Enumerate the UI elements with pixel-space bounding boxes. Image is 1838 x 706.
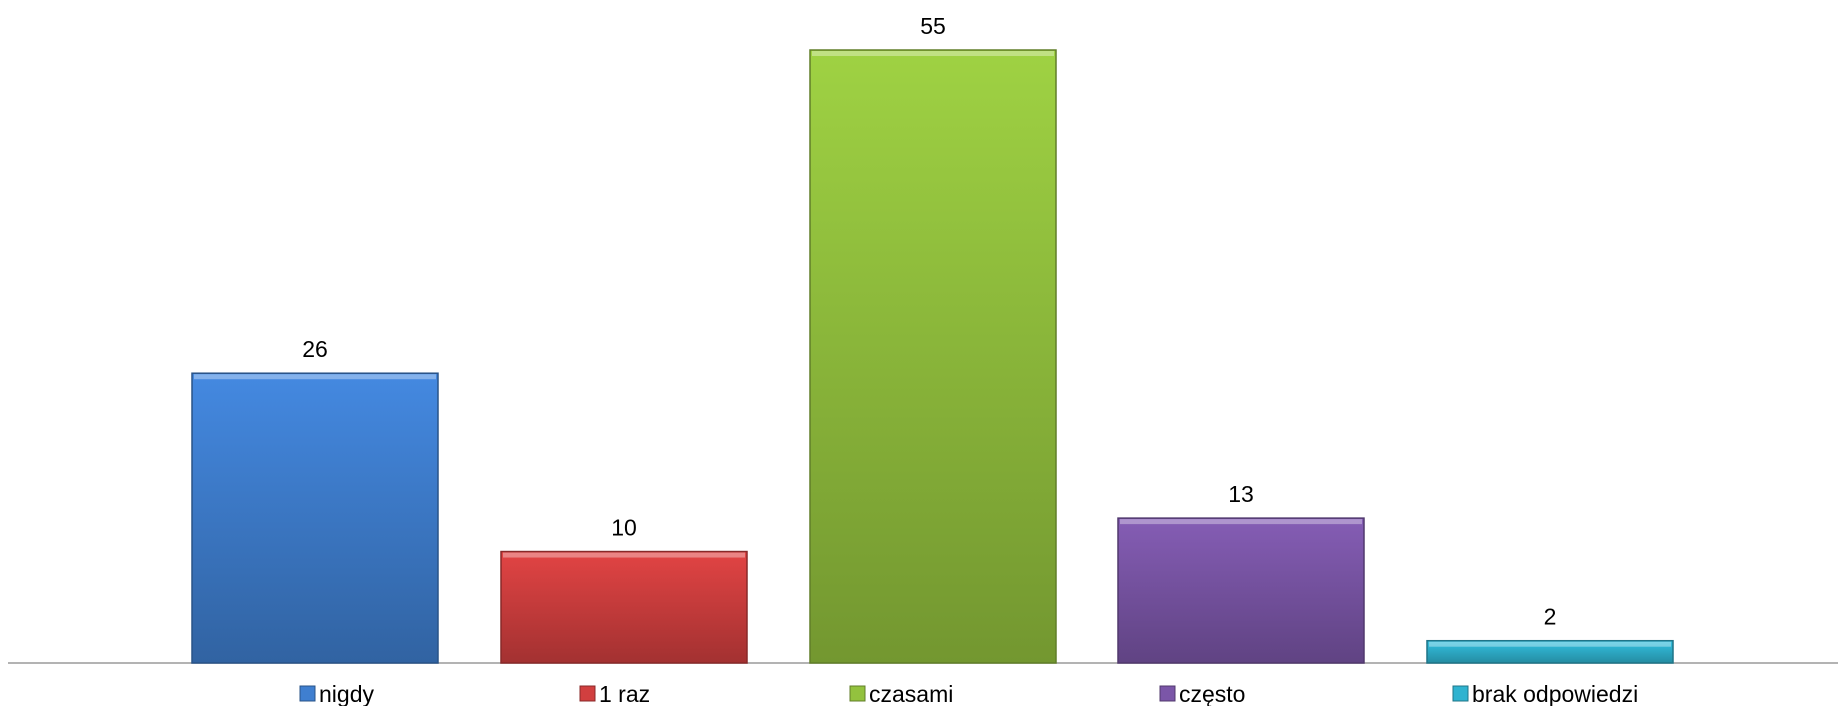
data-label: 13 [1228,481,1254,507]
legend-swatch [1452,685,1469,702]
legend-label: często [1179,681,1245,706]
bar-nigdy [191,372,439,664]
bar-często [1117,517,1365,664]
legend-item: brak odpowiedzi [1452,681,1638,706]
bar-highlight [812,51,1054,56]
bar-highlight [194,374,436,380]
bar-1-raz [500,550,748,664]
data-label: 55 [920,13,946,39]
bar-highlight [1429,641,1671,647]
legend-swatch [299,685,316,702]
legend-item: często [1159,681,1245,706]
legend-label: czasami [869,681,953,706]
data-label: 26 [302,336,328,362]
bar-highlight [503,552,745,558]
legend-swatch [849,685,866,702]
legend-swatch [1159,685,1176,702]
bar-czasami [809,49,1057,664]
bars-group [191,49,1674,664]
legend-item: czasami [849,681,953,706]
legend-label: 1 raz [599,681,650,706]
data-label: 2 [1544,604,1557,630]
data-label: 10 [611,515,637,541]
bar-highlight [1120,519,1362,525]
legend-swatch [579,685,596,702]
legend-item: 1 raz [579,681,650,706]
legend: nigdy 1 raz czasami często brak odpowiedzi [299,681,1638,706]
data-labels-group: 26 10 55 13 2 [302,13,1556,630]
legend-label: nigdy [319,681,374,706]
legend-label: brak odpowiedzi [1472,681,1638,706]
legend-item: nigdy [299,681,374,706]
bar-brak-odpowiedzi [1426,639,1674,664]
